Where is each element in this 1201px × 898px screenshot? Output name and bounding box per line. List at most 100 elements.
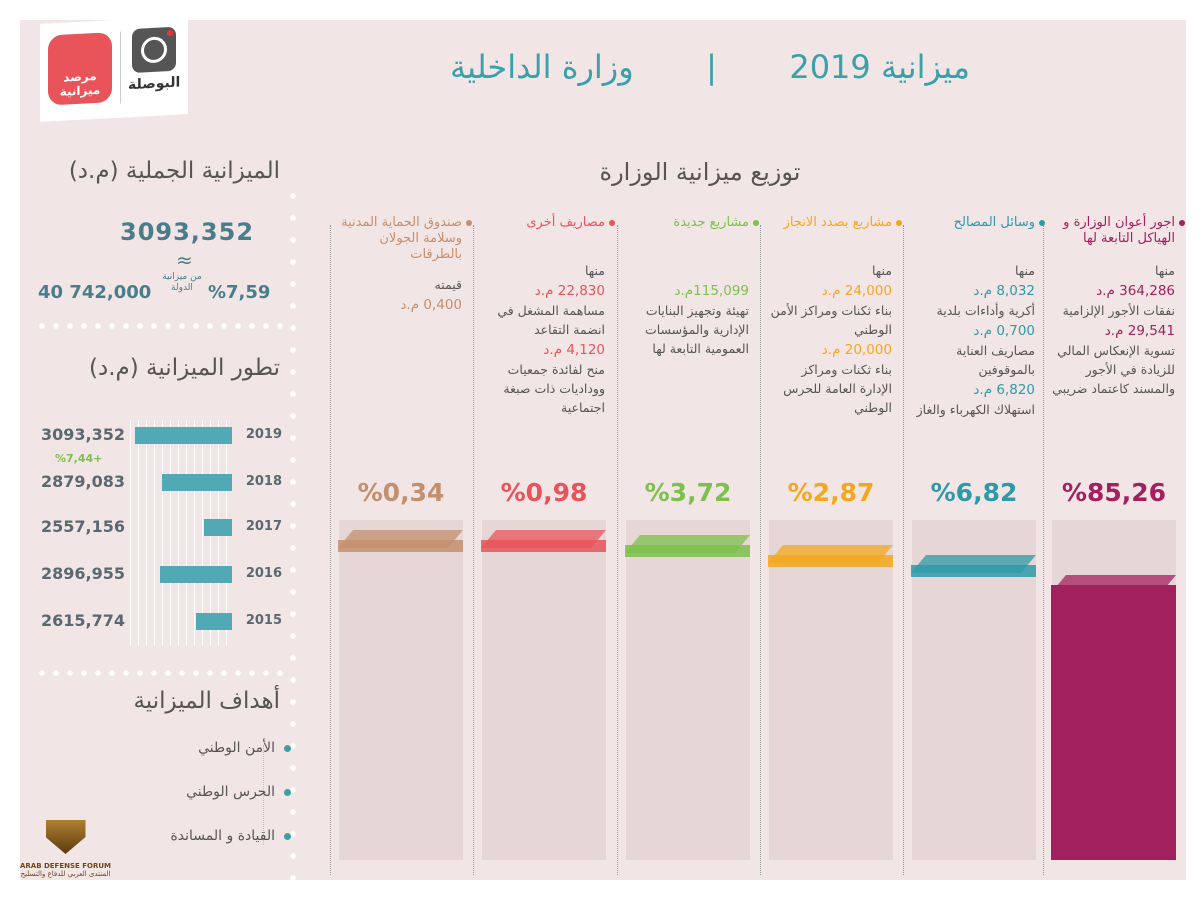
detail-description: نفقات الأجور الإلزامية	[1062, 303, 1175, 318]
history-value: 2557,156	[40, 517, 125, 536]
bullet-icon	[284, 745, 291, 752]
column-divider	[473, 225, 474, 875]
detail-amount: 6,820 م.د	[973, 382, 1035, 398]
detail-amount: 4,120 م.د	[543, 342, 605, 358]
percentage-label: %6,82	[930, 478, 1018, 507]
history-year: 2019	[245, 427, 282, 442]
category-column: مشاريع بصدد الانجاز منها 24,000 م.د بناء ثك…	[760, 215, 902, 875]
bullet-icon	[1179, 220, 1185, 226]
percentage-label: %0,34	[357, 478, 445, 507]
category-column: اجور أعوان الوزارة و الهياكل التابعة لها…	[1043, 215, 1185, 875]
goal-item: الأمن الوطني	[100, 740, 291, 756]
category-details: منها 8,032 م.د أكرية وأداءات بلدية 0,700 م.…	[903, 261, 1045, 419]
detail-amount: 0,400 م.د	[400, 297, 462, 313]
bar-pillar	[338, 520, 463, 860]
category-details: منها 22,830 م.د مساهمة المشغل في انضمة الت…	[473, 261, 615, 417]
detail-description: منح لفائدة جمعيات ووداديات ذات صبغة اجتم…	[503, 362, 605, 415]
page-title: ميزانية 2019 | وزارة الداخلية	[450, 48, 970, 86]
history-row: 2615,774 2015	[30, 611, 290, 631]
history-year: 2015	[245, 613, 282, 628]
detail-amount: 8,032 م.د	[973, 283, 1035, 299]
bar-pillar	[625, 520, 750, 860]
column-divider	[903, 225, 904, 875]
details-intro: منها	[584, 263, 605, 278]
divider	[35, 670, 285, 676]
percentage-label: %85,26	[1061, 478, 1167, 507]
category-title: اجور أعوان الوزارة و الهياكل التابعة لها	[1043, 215, 1185, 249]
total-budget-title: الميزانية الجملية (م.د)	[68, 158, 280, 184]
category-label: صندوق الحماية المدنية وسلامة الجولان بال…	[341, 215, 462, 262]
goal-label: الأمن الوطني	[198, 740, 275, 756]
pillar-body	[338, 520, 463, 860]
history-bar	[196, 613, 232, 630]
goal-item: الحرس الوطني	[100, 784, 291, 800]
detail-description: بناء ثكنات ومراكز الأمن الوطني	[770, 303, 892, 337]
detail-amount: 24,000 م.د	[821, 283, 892, 299]
column-divider	[330, 225, 331, 875]
details-intro: منها	[871, 263, 892, 278]
details-intro: قيمته	[434, 277, 462, 292]
history-row: 2879,083 2018	[30, 472, 290, 492]
goals-title: أهداف الميزانية	[133, 688, 280, 714]
watermark-text: ARAB DEFENSE FORUM	[19, 862, 112, 870]
goals-line	[263, 745, 264, 845]
category-title: مشاريع بصدد الانجاز	[760, 215, 902, 249]
bullet-icon	[609, 220, 615, 226]
goal-item: القيادة و المساندة	[100, 828, 291, 844]
title-budget: ميزانية 2019	[789, 48, 970, 86]
detail-description: مصاريف العناية بالموقوفين	[956, 343, 1035, 377]
column-divider	[760, 225, 761, 875]
detail-description: مساهمة المشغل في انضمة التقاعد	[497, 303, 605, 337]
detail-description: استهلاك الكهرباء والغاز	[916, 402, 1035, 417]
detail-amount: 29,541 م.د	[1104, 323, 1175, 339]
pillar-body	[625, 520, 750, 860]
category-label: مشاريع جديدة	[673, 215, 749, 230]
history-title: تطور الميزانية (م.د)	[88, 355, 280, 381]
bar-top	[768, 545, 893, 563]
detail-description: أكرية وأداءات بلدية	[936, 303, 1035, 318]
bullet-icon	[896, 220, 902, 226]
category-details: قيمته 0,400 م.د	[330, 275, 472, 315]
watermark-subtext: المنتدى العربي للدفاع والتسليح	[20, 870, 111, 878]
percentage-label: %0,98	[500, 478, 588, 507]
bullet-icon	[284, 789, 291, 796]
shield-icon	[45, 820, 86, 854]
history-value: 2615,774	[40, 611, 125, 630]
details-intro: منها	[1014, 263, 1035, 278]
detail-amount: 22,830 م.د	[534, 283, 605, 299]
state-budget-label: من ميزانية الدولة	[162, 272, 202, 293]
bar-pillar	[911, 520, 1036, 860]
approx-sign: ≈	[176, 248, 193, 272]
history-row: 2557,156 2017	[30, 517, 290, 537]
history-year: 2018	[245, 474, 282, 489]
logo-divider	[120, 31, 121, 104]
pillar-body	[481, 520, 606, 860]
bar-top	[338, 530, 463, 548]
state-budget-share: %7,59	[208, 282, 271, 303]
details-intro: منها	[1154, 263, 1175, 278]
title-separator: |	[706, 48, 717, 86]
detail-amount: 20,000 م.د	[821, 342, 892, 358]
category-label: مشاريع بصدد الانجاز	[783, 215, 892, 230]
bullet-icon	[753, 220, 759, 226]
category-label: اجور أعوان الوزارة و الهياكل التابعة لها	[1063, 215, 1175, 246]
watermark: ARAB DEFENSE FORUM المنتدى العربي للدفاع…	[8, 820, 123, 896]
percentage-label: %2,87	[787, 478, 875, 507]
divider	[35, 323, 285, 329]
history-bar	[160, 566, 232, 583]
bar-pillar	[768, 520, 893, 860]
category-details: 115,099م.د تهيئة وتجهيز البنايات الإدارية…	[617, 261, 759, 358]
goal-label: الحرس الوطني	[186, 784, 275, 800]
history-bar	[162, 474, 232, 491]
category-column: صندوق الحماية المدنية وسلامة الجولان بال…	[330, 215, 472, 875]
history-year: 2016	[245, 566, 282, 581]
category-label: مصاريف أخرى	[526, 215, 605, 230]
category-column: مشاريع جديدة 115,099م.د تهيئة وتجهيز البنا…	[617, 215, 759, 875]
bar-fill	[1051, 585, 1176, 860]
bar-top	[911, 555, 1036, 573]
compass-logo-icon	[132, 26, 176, 74]
history-row: 3093,352 2019	[30, 425, 290, 445]
detail-amount: 115,099م.د	[674, 283, 750, 299]
category-title: وسائل المصالح	[903, 215, 1045, 249]
bar-top	[625, 535, 750, 553]
